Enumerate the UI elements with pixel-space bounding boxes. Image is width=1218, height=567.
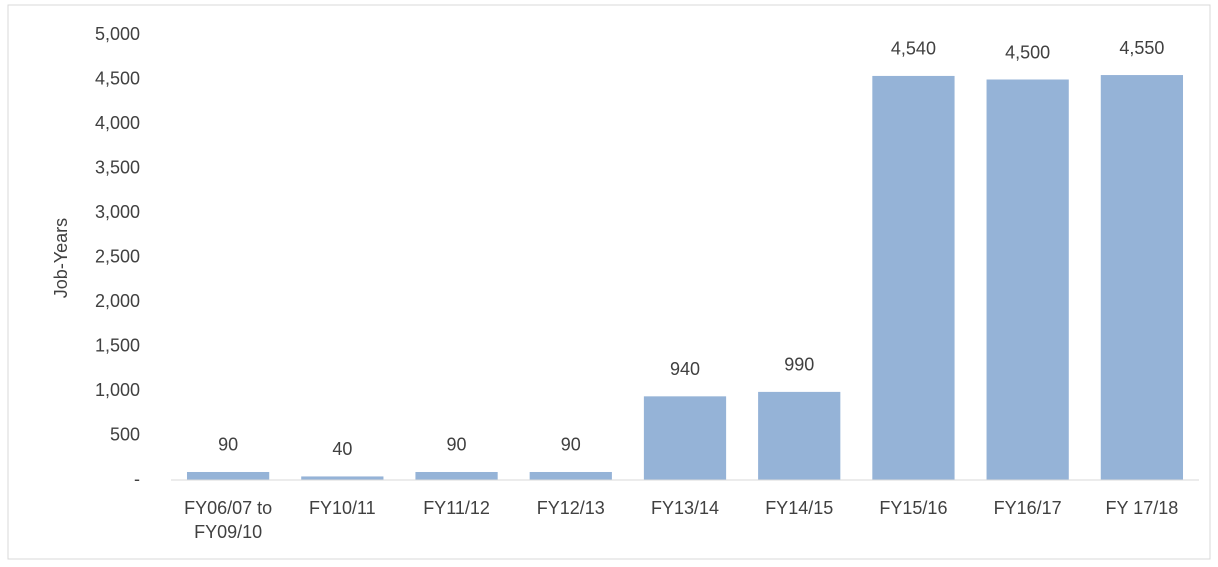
y-tick-label: 2,500 — [95, 246, 140, 266]
data-label: 4,550 — [1119, 38, 1164, 58]
data-label: 90 — [561, 435, 581, 455]
x-tick-label: FY15/16 — [879, 498, 948, 518]
bar — [758, 391, 841, 480]
data-label: 990 — [784, 355, 814, 375]
x-tick-label: FY10/11 — [308, 498, 376, 518]
y-tick-label: 4,000 — [95, 113, 140, 133]
bar — [986, 79, 1069, 480]
y-tick-label: 2,000 — [95, 291, 140, 311]
y-tick-label: 1,000 — [95, 380, 140, 400]
x-tick-label: FY11/12 — [423, 498, 490, 518]
y-tick-label: 3,500 — [95, 157, 140, 177]
bar — [415, 471, 498, 480]
y-tick-label: 5,000 — [95, 24, 140, 44]
y-tick-label: 500 — [110, 424, 140, 444]
y-tick-label: 1,500 — [95, 335, 140, 355]
bar — [186, 471, 270, 480]
data-label: 40 — [332, 439, 352, 459]
x-tick-label: FY12/13 — [536, 498, 605, 518]
y-tick-label: 4,500 — [95, 68, 140, 88]
x-tick-label: FY13/14 — [650, 498, 720, 518]
bar — [529, 471, 612, 480]
data-label: 4,500 — [1005, 42, 1050, 62]
data-label: 90 — [218, 435, 238, 455]
data-label: 4,540 — [891, 39, 936, 59]
chart-border — [7, 4, 1211, 560]
x-tick-label: FY14/15 — [765, 498, 834, 518]
bar — [872, 75, 955, 480]
x-tick-label: FY 17/18 — [1105, 498, 1179, 518]
bar — [643, 396, 727, 480]
y-tick-label: - — [134, 469, 140, 489]
y-tick-label: 3,000 — [95, 202, 140, 222]
data-label: 90 — [447, 435, 467, 455]
bar — [1100, 75, 1184, 481]
y-axis-title: Job-Years — [51, 218, 71, 298]
bar — [301, 476, 384, 480]
data-label: 940 — [670, 359, 700, 379]
x-tick-label: FY16/17 — [993, 498, 1062, 518]
x-tick-label: FY06/07 to FY09/10 — [184, 498, 273, 542]
